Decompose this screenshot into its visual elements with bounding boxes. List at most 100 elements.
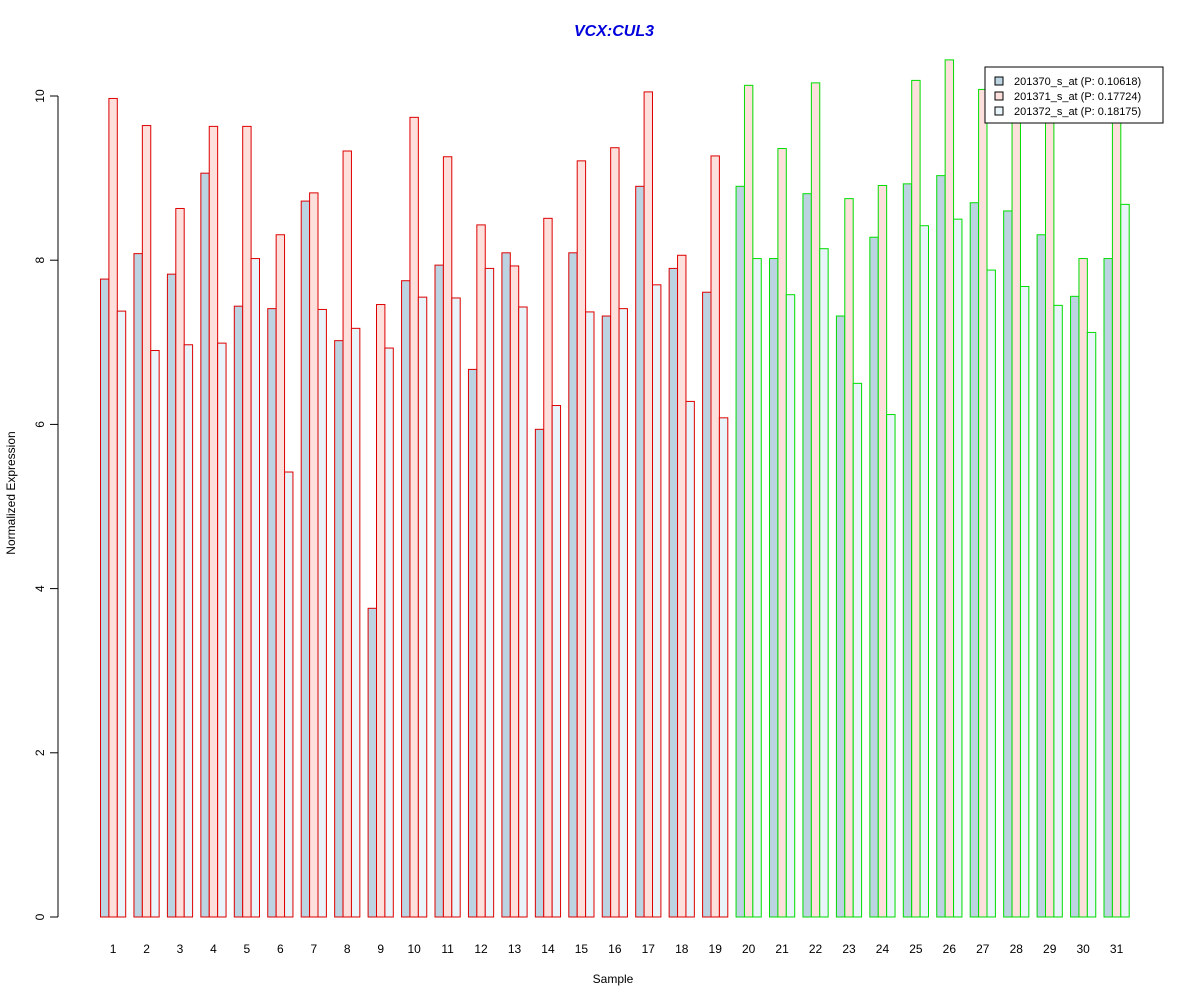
- y-tick-label: 0: [33, 913, 47, 920]
- bar-2-sample-5: [242, 125, 252, 918]
- bar-1-sample-13: [501, 252, 511, 918]
- bar-2-sample-3: [175, 207, 185, 918]
- x-tick-label: 28: [1010, 942, 1024, 956]
- x-axis-title: Sample: [593, 972, 634, 986]
- bar-2-sample-26: [944, 59, 955, 918]
- x-tick-label: 6: [277, 942, 284, 956]
- bar-3-sample-3: [183, 344, 194, 918]
- bar-3-sample-9: [384, 347, 394, 918]
- bar-2-sample-20: [743, 84, 754, 918]
- bar-1-sample-4: [200, 172, 210, 918]
- bar-1-sample-5: [233, 305, 244, 918]
- bar-1-sample-28: [1003, 210, 1013, 918]
- x-tick-labels: 1 2 3 4 5 6 7 8 9 10 11 12 13 14 15 16 17 18 19 20 21 22 23 24 2…: [110, 942, 1124, 956]
- x-tick-label: 4: [210, 942, 217, 956]
- bar-2-sample-12: [476, 224, 486, 918]
- bar-1-sample-11: [434, 264, 444, 918]
- bar-2-sample-28: [1011, 115, 1021, 918]
- bar-3-sample-2: [150, 350, 160, 918]
- x-tick-label: 25: [909, 942, 923, 956]
- bar-3-sample-10: [417, 296, 428, 918]
- bar-2-sample-22: [810, 82, 821, 918]
- bar-2-sample-30: [1078, 258, 1088, 918]
- bar-1-sample-21: [769, 258, 779, 918]
- legend-swatch-1: [994, 76, 1004, 86]
- y-tick-label: 2: [33, 749, 47, 756]
- bar-3-sample-21: [785, 294, 796, 918]
- y-tick-label: 6: [33, 421, 47, 428]
- bar-3-sample-14: [551, 405, 562, 918]
- y-axis: 0 2 4 6 8 10: [33, 89, 59, 920]
- bar-1-sample-8: [334, 340, 344, 918]
- bar-3-sample-8: [350, 327, 361, 918]
- bar-3-sample-30: [1086, 331, 1097, 918]
- bar-1-sample-10: [401, 280, 411, 918]
- bar-3-sample-22: [819, 248, 829, 918]
- bar-2-sample-4: [208, 125, 219, 918]
- x-tick-label: 30: [1076, 942, 1090, 956]
- x-tick-label: 9: [377, 942, 384, 956]
- bar-3-sample-25: [919, 225, 929, 918]
- x-tick-label: 27: [976, 942, 990, 956]
- bar-1-sample-12: [467, 368, 478, 918]
- bar-2-sample-17: [643, 91, 653, 918]
- legend-swatch-3: [994, 106, 1004, 116]
- bar-2-sample-23: [844, 198, 854, 918]
- bar-1-sample-23: [835, 315, 846, 918]
- bar-3-sample-27: [986, 269, 996, 918]
- bar-1-sample-15: [568, 252, 578, 918]
- bar-2-sample-9: [376, 304, 386, 918]
- x-tick-label: 3: [177, 942, 184, 956]
- bar-1-sample-31: [1103, 258, 1113, 918]
- bar-3-sample-7: [317, 308, 327, 918]
- bar-1-sample-16: [601, 315, 612, 918]
- bar-3-sample-26: [953, 218, 963, 918]
- legend: 201370_s_at (P: 0.10618) 201371_s_at (P: …: [984, 66, 1164, 124]
- x-tick-label: 15: [575, 942, 589, 956]
- bar-2-sample-18: [677, 254, 687, 918]
- x-tick-label: 22: [809, 942, 823, 956]
- bar-1-sample-9: [367, 607, 378, 918]
- x-tick-label: 2: [143, 942, 150, 956]
- bar-1-sample-3: [166, 273, 177, 918]
- bar-2-sample-24: [877, 184, 888, 918]
- bar-3-sample-29: [1053, 304, 1063, 918]
- bar-3-sample-1: [116, 310, 127, 918]
- bar-1-sample-29: [1036, 234, 1046, 918]
- bar-3-sample-20: [752, 258, 762, 918]
- bar-3-sample-12: [484, 267, 495, 918]
- legend-entry-2: 201371_s_at (P: 0.17724): [1014, 91, 1141, 103]
- bar-3-sample-15: [585, 311, 595, 918]
- chart-title: VCX:CUL3: [574, 23, 654, 40]
- bar-2-sample-11: [442, 156, 453, 918]
- bar-3-sample-6: [284, 471, 294, 918]
- bar-3-sample-11: [451, 297, 461, 918]
- legend-entry-1: 201370_s_at (P: 0.10618): [1014, 76, 1141, 88]
- bar-3-sample-23: [852, 382, 863, 918]
- bar-3-sample-4: [217, 342, 227, 918]
- bars-group: [100, 59, 1130, 918]
- bar-1-sample-7: [300, 200, 311, 918]
- bar-2-sample-15: [576, 160, 587, 918]
- x-tick-label: 18: [675, 942, 689, 956]
- y-axis-title: Normalized Expression: [4, 431, 18, 554]
- bar-2-sample-10: [409, 116, 419, 918]
- x-tick-label: 7: [310, 942, 317, 956]
- x-tick-label: 14: [541, 942, 555, 956]
- bar-3-sample-18: [685, 400, 695, 918]
- bar-2-sample-7: [309, 192, 319, 918]
- bar-1-sample-1: [100, 278, 110, 918]
- x-tick-label: 13: [508, 942, 522, 956]
- x-tick-label: 8: [344, 942, 351, 956]
- bar-1-sample-22: [802, 193, 812, 918]
- bar-3-sample-16: [618, 308, 628, 918]
- bar-2-sample-2: [141, 125, 152, 918]
- bar-3-sample-19: [718, 417, 729, 918]
- bar-2-sample-21: [777, 148, 787, 918]
- x-tick-label: 20: [742, 942, 756, 956]
- bar-3-sample-31: [1120, 203, 1130, 918]
- x-tick-label: 31: [1110, 942, 1124, 956]
- x-tick-label: 26: [943, 942, 957, 956]
- bar-2-sample-19: [710, 155, 720, 918]
